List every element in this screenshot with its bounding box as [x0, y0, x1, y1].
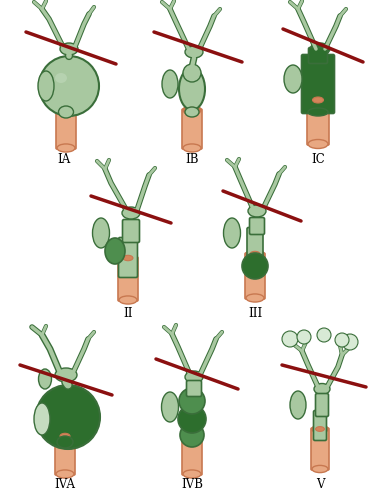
Ellipse shape	[56, 431, 74, 441]
Ellipse shape	[290, 391, 306, 419]
Text: V: V	[316, 477, 324, 490]
FancyBboxPatch shape	[118, 258, 138, 302]
Ellipse shape	[183, 431, 201, 441]
Ellipse shape	[56, 470, 74, 478]
FancyBboxPatch shape	[249, 218, 265, 235]
Text: II: II	[123, 307, 133, 319]
Ellipse shape	[187, 433, 197, 439]
Ellipse shape	[308, 140, 328, 149]
FancyBboxPatch shape	[182, 110, 202, 150]
FancyBboxPatch shape	[185, 411, 198, 429]
Ellipse shape	[185, 371, 203, 383]
Ellipse shape	[224, 218, 241, 248]
FancyBboxPatch shape	[55, 435, 75, 475]
Ellipse shape	[60, 44, 78, 56]
Text: IVA: IVA	[54, 477, 75, 490]
Ellipse shape	[314, 384, 330, 395]
Text: III: III	[248, 307, 262, 319]
Ellipse shape	[316, 427, 324, 431]
Text: IB: IB	[185, 153, 199, 166]
FancyBboxPatch shape	[187, 381, 201, 397]
Ellipse shape	[312, 425, 328, 433]
Ellipse shape	[57, 106, 75, 116]
FancyBboxPatch shape	[118, 238, 137, 278]
FancyBboxPatch shape	[301, 56, 334, 114]
Ellipse shape	[308, 109, 328, 117]
Ellipse shape	[119, 254, 137, 264]
Ellipse shape	[119, 297, 137, 305]
Ellipse shape	[57, 436, 73, 448]
Ellipse shape	[105, 238, 125, 265]
Text: IVB: IVB	[181, 477, 203, 490]
Ellipse shape	[284, 66, 302, 94]
Circle shape	[39, 57, 99, 117]
Circle shape	[242, 254, 268, 280]
Circle shape	[179, 388, 205, 414]
Ellipse shape	[308, 95, 328, 106]
Ellipse shape	[55, 368, 77, 382]
FancyBboxPatch shape	[314, 411, 326, 440]
Ellipse shape	[39, 369, 51, 389]
Ellipse shape	[123, 256, 133, 261]
Ellipse shape	[183, 106, 201, 116]
Ellipse shape	[187, 108, 197, 113]
FancyBboxPatch shape	[185, 394, 198, 411]
Ellipse shape	[59, 107, 74, 119]
Ellipse shape	[61, 108, 71, 113]
Ellipse shape	[313, 98, 324, 104]
Ellipse shape	[55, 74, 67, 84]
Ellipse shape	[183, 65, 201, 83]
Ellipse shape	[57, 145, 75, 153]
Ellipse shape	[248, 205, 266, 217]
Ellipse shape	[310, 44, 330, 56]
Text: IA: IA	[57, 153, 70, 166]
Circle shape	[335, 333, 349, 347]
FancyBboxPatch shape	[56, 110, 76, 150]
Circle shape	[36, 385, 100, 449]
Ellipse shape	[185, 108, 199, 118]
Circle shape	[342, 334, 358, 350]
Ellipse shape	[250, 252, 260, 257]
Ellipse shape	[34, 403, 50, 435]
Ellipse shape	[183, 145, 201, 153]
FancyBboxPatch shape	[316, 394, 329, 417]
FancyBboxPatch shape	[308, 49, 327, 64]
Ellipse shape	[162, 71, 178, 99]
Ellipse shape	[162, 392, 178, 422]
FancyBboxPatch shape	[123, 220, 139, 243]
Text: IC: IC	[311, 153, 325, 166]
Ellipse shape	[183, 470, 201, 478]
Ellipse shape	[246, 295, 264, 303]
Ellipse shape	[312, 465, 328, 472]
Ellipse shape	[60, 433, 70, 439]
Ellipse shape	[246, 249, 264, 260]
Ellipse shape	[38, 72, 54, 102]
Circle shape	[297, 330, 311, 344]
FancyBboxPatch shape	[182, 435, 202, 475]
Ellipse shape	[179, 69, 205, 111]
FancyBboxPatch shape	[245, 254, 265, 300]
Circle shape	[178, 405, 206, 433]
Circle shape	[180, 423, 204, 447]
Ellipse shape	[122, 207, 140, 219]
Ellipse shape	[93, 218, 110, 248]
FancyBboxPatch shape	[311, 428, 329, 470]
FancyBboxPatch shape	[247, 228, 263, 258]
FancyBboxPatch shape	[307, 100, 329, 146]
Circle shape	[317, 328, 331, 342]
Ellipse shape	[185, 47, 203, 59]
Circle shape	[282, 331, 298, 347]
